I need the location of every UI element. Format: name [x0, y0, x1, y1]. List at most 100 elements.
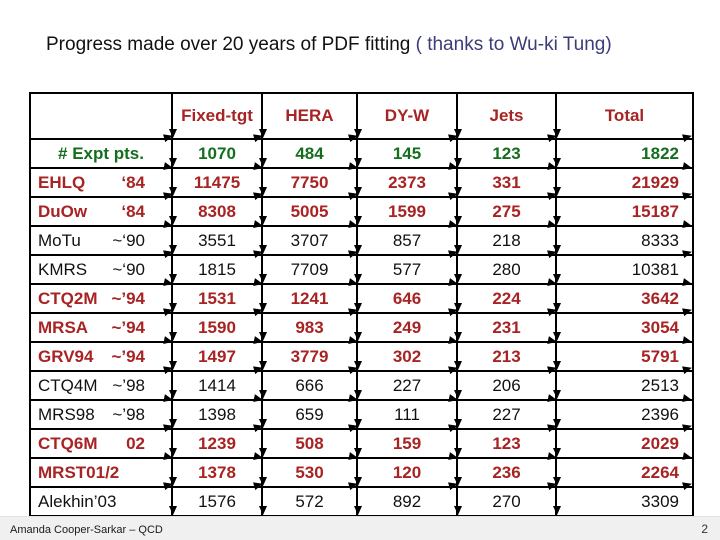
- row-label-cell: MRST01/2: [31, 457, 173, 486]
- arrowhead-marker: [169, 303, 177, 312]
- row-label: CTQ2M: [38, 288, 98, 308]
- arrowhead-marker: [553, 274, 561, 283]
- row-label: Alekhin’03: [38, 491, 117, 511]
- arrowhead-marker: [454, 332, 462, 341]
- arrowhead-marker: [454, 419, 462, 428]
- value-cell: 1599: [358, 196, 458, 225]
- arrowhead-marker: [169, 187, 177, 196]
- header-cell: Jets: [458, 94, 557, 138]
- value-cell: 1239: [173, 428, 263, 457]
- arrowhead-marker: [553, 506, 561, 515]
- row-label: CTQ4M: [38, 375, 98, 395]
- value-cell: 206: [458, 370, 557, 399]
- value-cell: 1414: [173, 370, 263, 399]
- value-cell: 5791: [557, 341, 692, 370]
- value-cell: 275: [458, 196, 557, 225]
- arrowhead-marker: [682, 162, 693, 172]
- corner-cell: [31, 94, 173, 138]
- row-label: EHLQ: [38, 172, 86, 192]
- row-label-cell: GRV94 ~’94: [31, 341, 173, 370]
- title-accent: ( thanks to Wu-ki Tung): [410, 34, 612, 55]
- value-cell: 236: [458, 457, 557, 486]
- value-cell: 10381: [557, 254, 692, 283]
- value-cell: 145: [358, 138, 458, 167]
- arrowhead-marker: [553, 303, 561, 312]
- arrowhead-marker: [354, 477, 362, 486]
- row-label: # Expt pts.: [58, 143, 144, 163]
- row-label: MRSA: [38, 317, 89, 337]
- value-cell: 11475: [173, 167, 263, 196]
- row-year: ~‘90: [112, 259, 145, 279]
- page-number: 2: [701, 522, 708, 536]
- value-cell: 659: [263, 399, 358, 428]
- value-cell: 3779: [263, 341, 358, 370]
- arrowhead-marker: [169, 419, 177, 428]
- value-cell: 2264: [557, 457, 692, 486]
- arrowhead-marker: [354, 390, 362, 399]
- row-year: ‘84: [121, 172, 145, 192]
- arrowhead-marker: [259, 477, 267, 486]
- row-label: MRST01/2: [38, 462, 120, 482]
- value-cell: 3309: [557, 486, 692, 515]
- arrowhead-marker: [259, 361, 267, 370]
- value-cell: 666: [263, 370, 358, 399]
- pdf-fit-table: Fixed-tgt HERA DY-W Jets Total # Expt pts. 107…: [29, 92, 694, 517]
- arrowhead-marker: [169, 361, 177, 370]
- arrowhead-marker: [454, 129, 462, 138]
- row-year: ~’94: [111, 346, 145, 366]
- arrowhead-marker: [454, 274, 462, 283]
- arrowhead-marker: [169, 390, 177, 399]
- value-cell: 280: [458, 254, 557, 283]
- value-cell: 1531: [173, 283, 263, 312]
- arrowhead-marker: [354, 274, 362, 283]
- arrowhead-marker: [354, 332, 362, 341]
- row-year: ~’94: [111, 317, 145, 337]
- arrowhead-marker: [553, 332, 561, 341]
- value-cell: 1070: [173, 138, 263, 167]
- arrowhead-marker: [169, 477, 177, 486]
- value-cell: 572: [263, 486, 358, 515]
- value-cell: 1576: [173, 486, 263, 515]
- row-label-cell: MRSA ~’94: [31, 312, 173, 341]
- arrowhead-marker: [259, 158, 267, 167]
- arrowhead-marker: [169, 332, 177, 341]
- value-cell: 5005: [263, 196, 358, 225]
- value-cell: 123: [458, 428, 557, 457]
- header-cell: Fixed-tgt: [173, 94, 263, 138]
- arrowhead-marker: [259, 274, 267, 283]
- value-cell: 227: [458, 399, 557, 428]
- value-cell: 123: [458, 138, 557, 167]
- arrowhead-marker: [259, 506, 267, 515]
- value-cell: 983: [263, 312, 358, 341]
- footer-band: [0, 516, 720, 540]
- value-cell: 8333: [557, 225, 692, 254]
- value-cell: 270: [458, 486, 557, 515]
- value-cell: 1822: [557, 138, 692, 167]
- value-cell: 15187: [557, 196, 692, 225]
- value-cell: 1590: [173, 312, 263, 341]
- value-cell: 3707: [263, 225, 358, 254]
- row-label: MRS98: [38, 404, 95, 424]
- value-cell: 7709: [263, 254, 358, 283]
- value-cell: 1241: [263, 283, 358, 312]
- arrowhead-marker: [454, 303, 462, 312]
- row-label-cell: CTQ2M ~’94: [31, 283, 173, 312]
- row-year: ~’98: [112, 375, 145, 395]
- arrowhead-marker: [682, 278, 693, 288]
- arrowhead-marker: [454, 361, 462, 370]
- row-label-cell: EHLQ ‘84: [31, 167, 173, 196]
- value-cell: 3054: [557, 312, 692, 341]
- value-cell: 331: [458, 167, 557, 196]
- arrowhead-marker: [682, 336, 693, 346]
- value-cell: 892: [358, 486, 458, 515]
- row-year: ~’94: [111, 288, 145, 308]
- value-cell: 2373: [358, 167, 458, 196]
- arrowhead-marker: [553, 129, 561, 138]
- value-cell: 302: [358, 341, 458, 370]
- value-cell: 218: [458, 225, 557, 254]
- arrowhead-marker: [454, 477, 462, 486]
- arrowhead-marker: [259, 129, 267, 138]
- arrowhead-marker: [682, 452, 693, 462]
- arrowhead-marker: [553, 390, 561, 399]
